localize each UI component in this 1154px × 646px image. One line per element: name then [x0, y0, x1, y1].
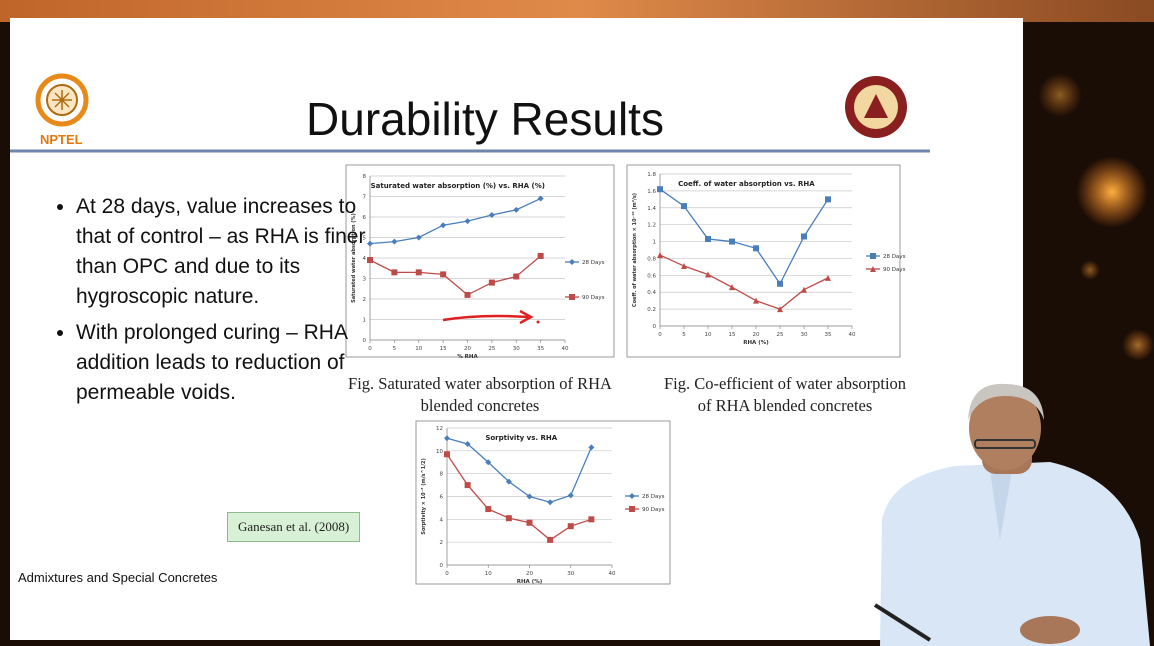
x-axis-label: RHA (%) [517, 579, 543, 585]
y-tick-label: 8 [440, 472, 444, 478]
marker [588, 516, 594, 522]
figure-caption: Fig. Co-efficient of water absorption of… [660, 373, 910, 417]
marker [485, 506, 491, 512]
y-tick-label: 6 [440, 495, 444, 501]
y-tick-label: 0 [440, 563, 444, 569]
logo-label: NPTEL [40, 132, 83, 147]
x-tick-label: 35 [537, 346, 544, 352]
marker [506, 515, 512, 521]
marker [489, 280, 495, 286]
x-axis-label: RHA (%) [743, 340, 769, 346]
marker [657, 186, 663, 192]
marker [465, 482, 471, 488]
chart-title: Sorptivity vs. RHA [485, 434, 557, 442]
x-tick-label: 15 [729, 332, 736, 338]
x-tick-label: 35 [825, 332, 832, 338]
y-tick-label: 8 [363, 174, 367, 180]
bullet-list: At 28 days, value increases to that of c… [36, 192, 376, 414]
legend-label: 28 Days [642, 494, 665, 500]
x-tick-label: 25 [777, 332, 784, 338]
footer: Admixtures and Special Concretes [18, 570, 217, 585]
legend-label: 90 Days [582, 295, 605, 301]
x-tick-label: 30 [513, 346, 520, 352]
x-tick-label: 25 [488, 346, 495, 352]
x-tick-label: 40 [609, 571, 616, 577]
y-tick-label: 0.2 [647, 307, 656, 313]
y-tick-label: 0.4 [647, 290, 656, 296]
x-tick-label: 0 [445, 571, 449, 577]
screenshot: 0123456780510152025303540Saturated water… [0, 0, 1154, 646]
x-tick-label: 20 [753, 332, 760, 338]
figure-caption: Fig. Saturated water absorption of RHA b… [330, 373, 630, 417]
legend-marker [870, 253, 876, 259]
y-tick-label: 1 [653, 240, 657, 246]
chart-title: Coeff. of water absorption vs. RHA [678, 180, 815, 188]
bokeh [1122, 329, 1154, 361]
marker [527, 520, 533, 526]
marker [416, 269, 422, 275]
legend-marker [629, 506, 635, 512]
y-tick-label: 4 [440, 517, 444, 523]
marker [777, 281, 783, 287]
y-tick-label: 0.8 [647, 256, 656, 262]
reference: Ganesan et al. (2008) [227, 512, 360, 542]
y-tick-label: 1.2 [647, 223, 656, 229]
x-tick-label: 5 [682, 332, 686, 338]
marker [538, 253, 544, 259]
y-tick-label: 0 [653, 324, 657, 330]
x-tick-label: 20 [464, 346, 471, 352]
x-tick-label: 0 [658, 332, 662, 338]
marker [444, 451, 450, 457]
x-tick-label: 40 [849, 332, 856, 338]
x-tick-label: 20 [526, 571, 533, 577]
y-tick-label: 0.6 [647, 273, 656, 279]
marker [825, 196, 831, 202]
chart-frame [627, 165, 900, 357]
bokeh [1080, 260, 1100, 280]
x-axis-label: % RHA [457, 354, 478, 360]
y-tick-label: 1.4 [647, 206, 656, 212]
x-tick-label: 40 [562, 346, 569, 352]
y-tick-label: 2 [440, 540, 444, 546]
bullet: At 28 days, value increases to that of c… [76, 192, 376, 312]
legend-label: 28 Days [883, 254, 906, 260]
marker [801, 233, 807, 239]
y-tick-label: 12 [436, 426, 443, 432]
marker [681, 203, 687, 209]
legend-label: 90 Days [883, 267, 906, 273]
marker [465, 292, 471, 298]
legend-label: 28 Days [582, 260, 605, 266]
y-tick-label: 10 [436, 449, 443, 455]
marker [547, 537, 553, 543]
y-axis-label: Sorptivity × 10⁻⁶ (m/s^1/2) [421, 458, 427, 535]
x-tick-label: 10 [705, 332, 712, 338]
bokeh [1076, 156, 1148, 228]
slide-title: Durability Results [200, 92, 770, 146]
legend-label: 90 Days [642, 507, 665, 513]
x-tick-label: 15 [440, 346, 447, 352]
marker [391, 269, 397, 275]
marker [513, 273, 519, 279]
y-axis-label: Coeff. of water absorption × 10⁻¹⁰ (m²/s… [632, 193, 638, 307]
x-tick-label: 30 [801, 332, 808, 338]
x-tick-label: 10 [415, 346, 422, 352]
iit-logo [845, 76, 907, 138]
marker [753, 245, 759, 251]
marker [705, 236, 711, 242]
x-tick-label: 10 [485, 571, 492, 577]
y-tick-label: 1.6 [647, 189, 656, 195]
y-tick-label: 1.8 [647, 172, 656, 178]
chart-frame [416, 421, 670, 584]
x-tick-label: 5 [393, 346, 397, 352]
bokeh [1038, 73, 1082, 117]
chart-title: Saturated water absorption (%) vs. RHA (… [371, 182, 545, 190]
marker [568, 523, 574, 529]
marker [440, 271, 446, 277]
marker [729, 239, 735, 245]
legend-marker [569, 294, 575, 300]
x-tick-label: 30 [567, 571, 574, 577]
